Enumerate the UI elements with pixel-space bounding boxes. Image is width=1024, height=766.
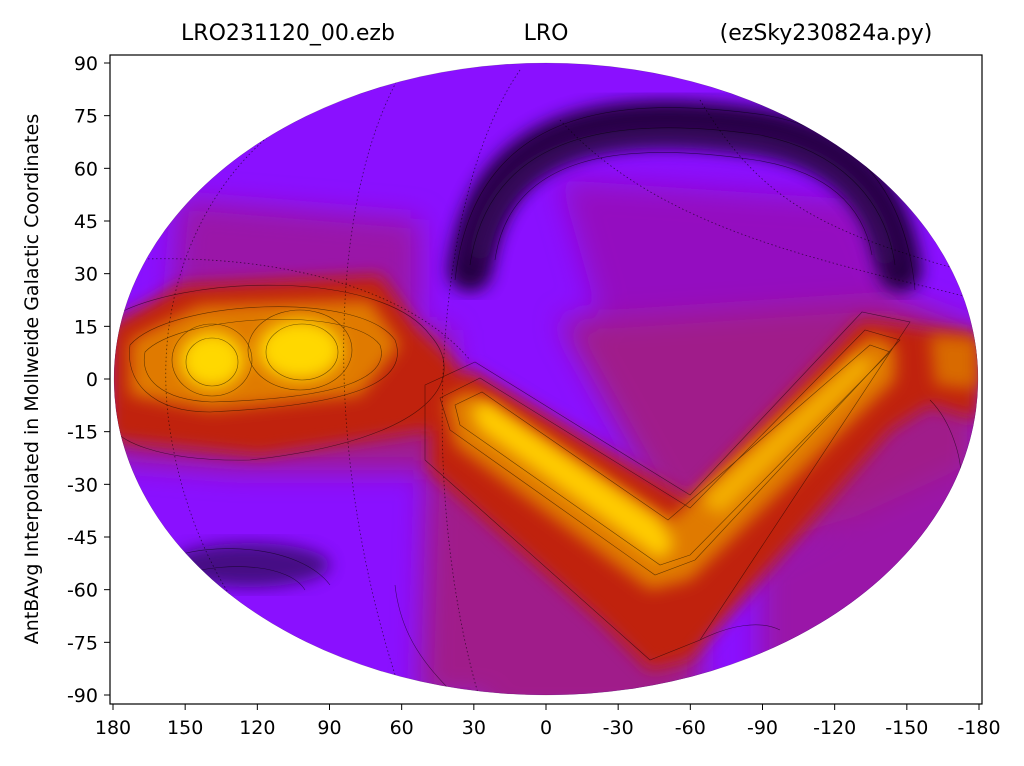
x-tick-label: 150 bbox=[167, 717, 203, 739]
x-tick-label: -30 bbox=[603, 717, 634, 739]
y-tick-label: -60 bbox=[67, 580, 98, 602]
x-tick-label: 0 bbox=[540, 717, 552, 739]
y-axis-label: AntBAvg Interpolated in Mollweide Galact… bbox=[21, 114, 43, 644]
x-tick-label: 60 bbox=[390, 717, 414, 739]
x-tick-label: 30 bbox=[462, 717, 486, 739]
y-tick-label: -75 bbox=[67, 632, 98, 654]
x-tick-label: -90 bbox=[747, 717, 778, 739]
x-tick-label: -60 bbox=[675, 717, 706, 739]
y-axis: 90 75 60 45 30 15 0 -15 -30 -45 -60 -75 -90 bbox=[67, 53, 110, 707]
y-tick-label: 60 bbox=[74, 158, 98, 180]
x-tick-label: -180 bbox=[957, 717, 1000, 739]
x-axis: 180 150 120 90 60 30 0 -30 -60 -90 -120 -150 -180 bbox=[95, 704, 1001, 739]
y-tick-label: -15 bbox=[67, 422, 98, 444]
x-tick-label: 90 bbox=[317, 717, 341, 739]
y-tick-label: -90 bbox=[67, 685, 98, 707]
y-tick-label: 75 bbox=[74, 106, 98, 128]
x-tick-label: 120 bbox=[239, 717, 275, 739]
sky-map bbox=[113, 62, 979, 696]
y-tick-label: -45 bbox=[67, 527, 98, 549]
title-center: LRO bbox=[524, 21, 569, 46]
y-tick-label: 45 bbox=[74, 211, 98, 233]
x-tick-label: -120 bbox=[813, 717, 856, 739]
x-tick-label: 180 bbox=[95, 717, 131, 739]
y-tick-label: 15 bbox=[74, 316, 98, 338]
title-left: LRO231120_00.ezb bbox=[181, 21, 395, 46]
y-tick-label: 30 bbox=[74, 264, 98, 286]
x-tick-label: -150 bbox=[885, 717, 928, 739]
y-tick-label: -30 bbox=[67, 474, 98, 496]
y-tick-label: 90 bbox=[74, 53, 98, 75]
y-tick-label: 0 bbox=[86, 369, 98, 391]
title-right: (ezSky230824a.py) bbox=[720, 21, 933, 46]
